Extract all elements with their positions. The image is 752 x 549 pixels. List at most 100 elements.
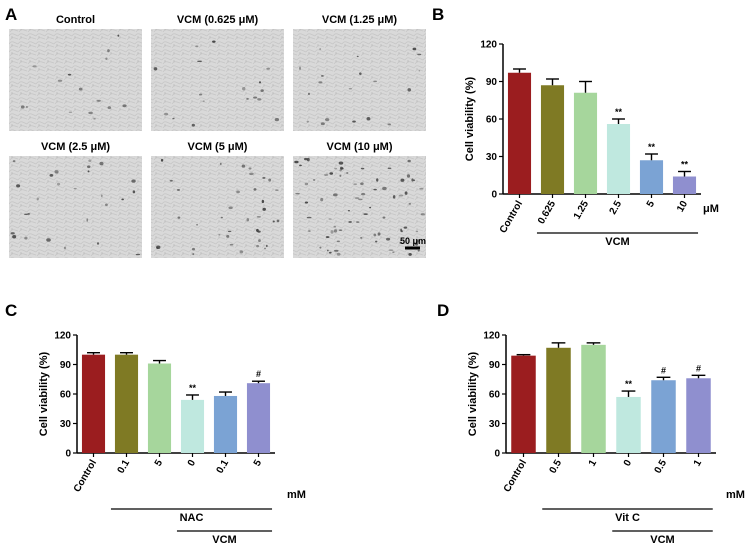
bar (511, 355, 536, 453)
y-tick-label: 120 (54, 331, 71, 342)
dead-cell-dot (20, 105, 25, 109)
x-tick-label: 1 (587, 458, 600, 469)
significance-mark: # (256, 369, 261, 379)
dead-cell-dot (197, 60, 202, 63)
dead-cell-dot (242, 87, 246, 91)
bar (672, 176, 697, 194)
dead-cell-dot (408, 202, 412, 205)
y-tick-label: 0 (65, 449, 71, 460)
dead-cell-dot (218, 233, 221, 236)
x-unit-label: mM (287, 489, 306, 501)
dead-cell-dot (318, 81, 323, 84)
y-tick-label: 30 (489, 419, 501, 430)
dead-cell-dot (264, 247, 266, 250)
bar (616, 396, 641, 453)
dead-cell-dot (276, 219, 280, 223)
dead-cell-dot (348, 221, 352, 223)
bar (147, 363, 172, 453)
dead-cell-dot (87, 165, 91, 169)
dead-cell-dot (308, 230, 311, 232)
dead-cell-dot (376, 178, 379, 182)
dead-cell-dot (328, 218, 332, 220)
bar (180, 399, 205, 453)
x-tick-label: 0 (622, 458, 635, 469)
dead-cell-dot (299, 66, 301, 70)
dead-cell-dot (177, 216, 181, 219)
dead-cell-dot (313, 179, 316, 181)
dead-cell-dot (32, 65, 37, 68)
dead-cell-dot (334, 249, 339, 252)
dead-cell-dot (56, 182, 61, 186)
dead-cell-dot (265, 244, 268, 248)
y-tick-label: 120 (483, 331, 500, 342)
dead-cell-dot (253, 188, 257, 191)
dead-cell-dot (36, 197, 39, 201)
dead-cell-dot (319, 246, 322, 249)
dead-cell-dot (355, 221, 360, 223)
dead-cell-dot (268, 178, 272, 182)
dead-cell-dot (306, 157, 310, 162)
x-tick-label: Control (498, 199, 525, 235)
dead-cell-dot (339, 174, 342, 177)
x-unit-label: mM (726, 489, 745, 501)
dead-cell-dot (336, 252, 341, 256)
dead-cell-dot (354, 197, 360, 200)
dead-cell-dot (241, 164, 246, 168)
dead-cell-dot (258, 239, 261, 243)
x-tick-label: Control (72, 458, 99, 494)
dead-cell-dot (24, 236, 28, 240)
dead-cell-dot (261, 199, 265, 204)
dead-cell-dot (407, 159, 411, 163)
dead-cell-dot (360, 182, 364, 186)
dead-cell-dot (16, 184, 21, 188)
panel-label-c: C (5, 301, 17, 320)
dead-cell-dot (366, 117, 371, 121)
dead-cell-dot (248, 167, 252, 170)
dead-cell-dot (294, 160, 299, 164)
dead-cell-dot (373, 80, 378, 83)
dead-cell-dot (407, 88, 412, 92)
dead-cell-dot (262, 207, 266, 211)
dead-cell-dot (392, 195, 396, 199)
dead-cell-dot (107, 49, 110, 53)
dead-cell-dot (408, 252, 412, 256)
x-tick-label: 0.1 (215, 458, 232, 476)
dead-cell-dot (295, 192, 300, 195)
group-label: NAC (180, 512, 204, 524)
group-label: Vit C (615, 512, 640, 524)
dead-cell-dot (411, 178, 414, 182)
bar (114, 354, 139, 453)
group-label: VCM (650, 534, 674, 546)
dead-cell-dot (228, 206, 233, 210)
dead-cell-dot (373, 233, 377, 237)
y-tick-label: 30 (486, 152, 498, 163)
dead-cell-dot (320, 122, 325, 126)
dead-cell-dot (388, 249, 394, 251)
dead-cell-dot (105, 203, 108, 207)
dead-cell-dot (246, 98, 249, 100)
dead-cell-dot (415, 242, 418, 246)
dead-cell-dot (239, 250, 244, 254)
micrograph-image (151, 29, 284, 131)
dead-cell-dot (196, 224, 199, 226)
dead-cell-dot (417, 249, 420, 252)
dead-cell-dot (78, 87, 83, 91)
dead-cell-dot (299, 164, 302, 167)
dead-cell-dot (356, 55, 359, 58)
dead-cell-dot (246, 218, 250, 222)
dead-cell-dot (420, 213, 425, 216)
dead-cell-dot (257, 230, 261, 233)
dead-cell-dot (176, 188, 181, 191)
micrograph-caption: VCM (1.25 μM) (322, 14, 398, 26)
dead-cell-dot (306, 216, 312, 219)
dead-cell-dot (400, 178, 405, 182)
significance-mark: ** (189, 383, 197, 393)
dead-cell-dot (249, 172, 254, 176)
dead-cell-dot (57, 79, 63, 82)
dead-cell-dot (327, 249, 329, 252)
y-tick-label: 60 (60, 390, 72, 401)
dead-cell-dot (347, 210, 350, 212)
dead-cell-dot (339, 166, 344, 170)
bar (686, 378, 711, 453)
dead-cell-dot (419, 188, 424, 190)
